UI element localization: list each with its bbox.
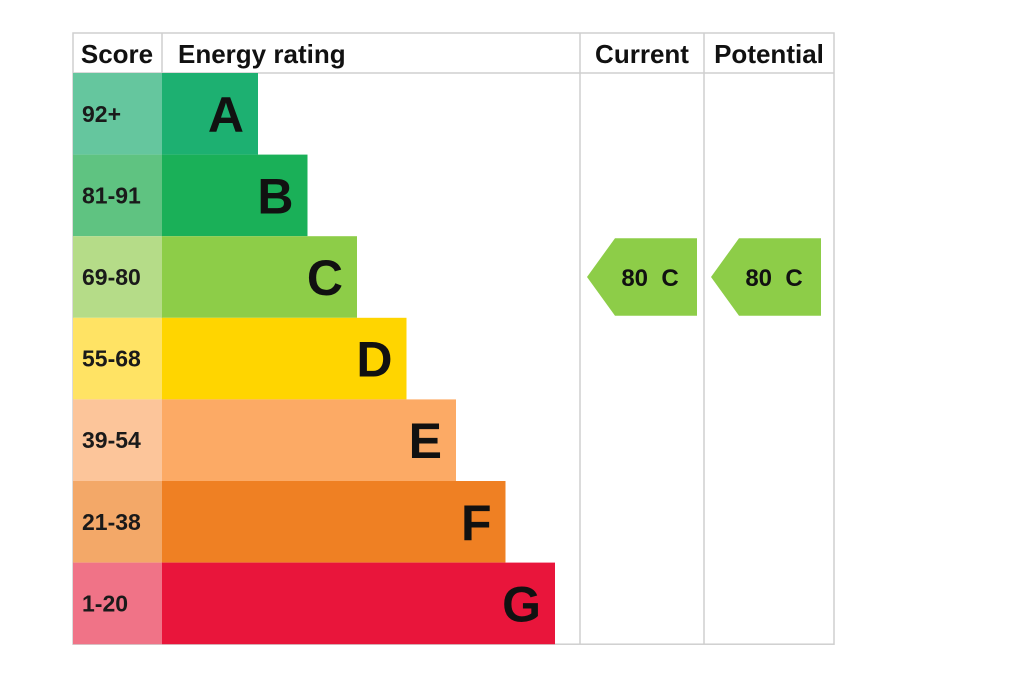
potential-rating-arrow: 80 C — [711, 238, 821, 316]
current-rating-label: 80 C — [621, 265, 678, 292]
band-letter: F — [461, 495, 492, 551]
band-bar-c — [162, 236, 357, 318]
score-range-label: 92+ — [82, 101, 121, 127]
score-cell — [73, 236, 162, 318]
current-header: Current — [595, 39, 689, 69]
band-bar-f — [162, 481, 506, 563]
current-rating-arrow: 80 C — [587, 238, 697, 316]
potential-header: Potential — [714, 39, 824, 69]
header-row: Score Energy rating Current Potential — [81, 39, 824, 69]
score-range-label: 39-54 — [82, 427, 141, 453]
current-arrow-shape — [587, 238, 697, 316]
band-letter: G — [502, 576, 541, 632]
band-row-e: 39-54 E — [73, 399, 456, 481]
score-range-label: 81-91 — [82, 182, 141, 208]
band-letter: C — [307, 250, 343, 306]
band-letter: D — [356, 332, 392, 388]
score-header: Score — [81, 39, 153, 69]
band-row-a: 92+ A — [73, 73, 258, 155]
score-range-label: 1-20 — [82, 590, 128, 616]
band-letter: E — [409, 413, 442, 469]
score-cell — [73, 317, 162, 400]
rating-indicators: 80 C 80 C — [587, 238, 821, 316]
band-row-d: 55-68 D — [73, 317, 407, 400]
score-range-label: 69-80 — [82, 264, 141, 290]
energy-rating-header: Energy rating — [178, 39, 346, 69]
band-letter: A — [208, 87, 244, 143]
band-row-c: 69-80 C — [73, 236, 357, 318]
band-row-b: 81-91 B — [73, 154, 308, 237]
band-bar-g — [162, 562, 555, 645]
score-cell — [73, 154, 162, 237]
band-bar-d — [162, 317, 407, 400]
band-bar-a — [162, 73, 258, 155]
score-cell — [73, 399, 162, 481]
score-range-label: 55-68 — [82, 346, 141, 372]
rating-bands: 92+ A 81-91 B 69-80 C 55-68 D 39-54 E 21-38 F 1-20 G — [73, 73, 555, 645]
band-row-g: 1-20 G — [73, 562, 555, 645]
potential-rating-label: 80 C — [745, 265, 802, 292]
potential-arrow-shape — [711, 238, 821, 316]
band-bar-e — [162, 399, 456, 481]
score-cell — [73, 73, 162, 155]
score-cell — [73, 562, 162, 645]
score-range-label: 21-38 — [82, 509, 141, 535]
band-bar-b — [162, 154, 308, 237]
band-row-f: 21-38 F — [73, 481, 506, 563]
band-letter: B — [257, 168, 293, 224]
score-cell — [73, 481, 162, 563]
